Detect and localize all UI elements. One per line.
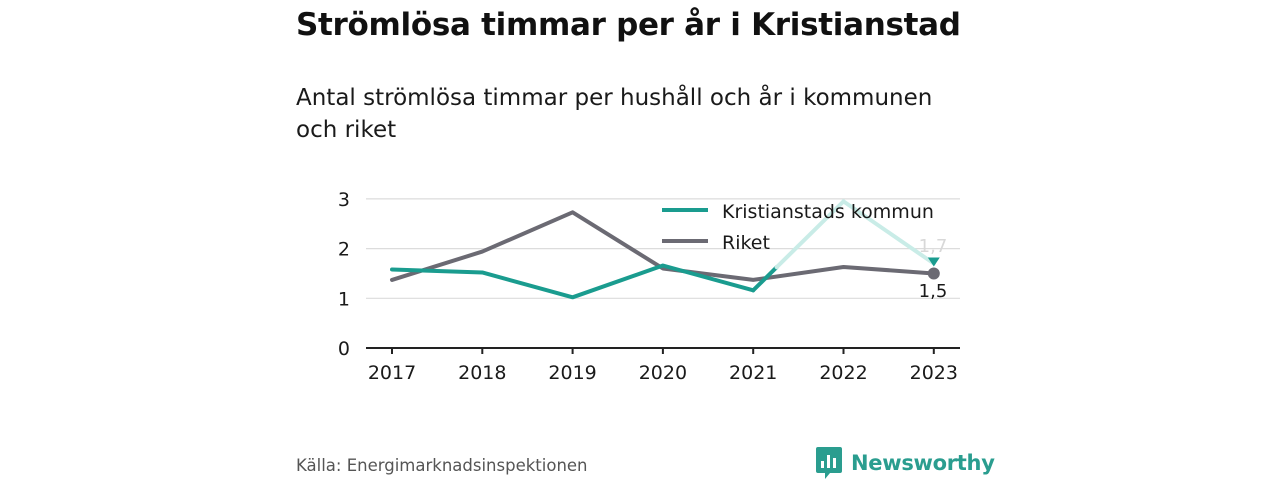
chart-title: Strömlösa timmar per år i Kristianstad [296,7,961,43]
series-segment-kristianstad [751,265,779,293]
series-segment-kristianstad-faded [841,199,936,266]
newsworthy-logo: Newsworthy [815,446,995,480]
x-tick-label: 2021 [729,362,777,384]
series-lines [390,199,940,300]
source-note: Källa: Energimarknadsinspektionen [296,456,588,475]
series-segment-kristianstad-faded [774,199,846,270]
end-label-kristianstad: 1,7 [919,236,948,257]
gridlines [366,198,960,299]
chart-subtitle: Antal strömlösa timmar per hushåll och å… [296,85,933,143]
x-tick-label: 2018 [458,362,506,384]
end-label-riket: 1,5 [919,281,948,302]
brand-name: Newsworthy [851,451,995,475]
series-line-kristianstad [390,263,756,300]
x-tick-label: 2022 [819,362,867,384]
x-tick-label: 2023 [910,362,958,384]
y-tick-label: 1 [338,288,350,310]
y-tick-label: 2 [338,239,350,261]
axes: 0 1 2 3 2017 2018 2019 2020 2021 2022 2023 [338,189,960,384]
chart-bubble-icon [816,447,842,479]
x-tick-label: 2020 [639,362,687,384]
x-tick-label: 2019 [548,362,596,384]
x-tick-label: 2017 [368,362,416,384]
legend-label-riket: Riket [722,232,770,254]
legend: Kristianstads kommun Riket [662,201,934,254]
data-point-riket [927,267,940,280]
legend-label-kristianstad: Kristianstads kommun [722,201,934,223]
y-tick-label: 3 [338,189,350,211]
y-tick-label: 0 [338,338,350,360]
data-point-kristianstad [927,257,940,267]
end-labels: 1,7 1,5 [919,236,948,302]
series-line-riket [390,210,936,282]
